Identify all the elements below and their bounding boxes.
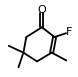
Text: F: F xyxy=(66,27,72,37)
Text: O: O xyxy=(38,5,46,15)
